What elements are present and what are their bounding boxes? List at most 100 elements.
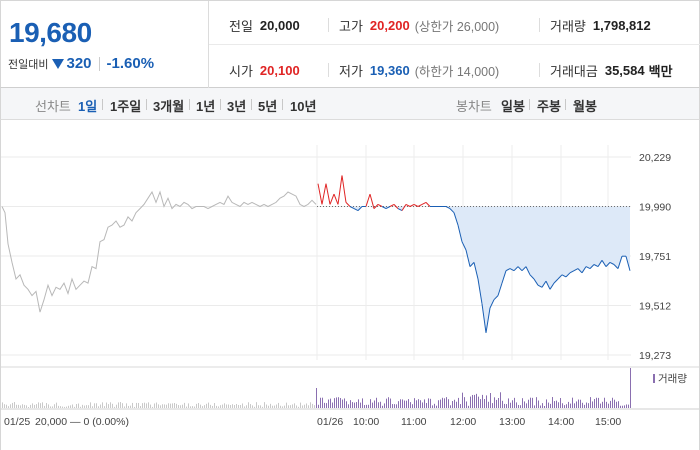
volume-legend-swatch [653, 374, 655, 383]
y-tick-label: 19,751 [639, 251, 671, 263]
today-line-segment [589, 264, 595, 269]
today-line-segment [469, 262, 475, 267]
volume-bar [476, 393, 477, 408]
volume-bar [492, 403, 493, 408]
volume-bar [298, 406, 299, 408]
period-1w[interactable]: 1주일 [110, 99, 142, 114]
today-line-segment [497, 282, 503, 296]
today-line-segment [465, 249, 471, 267]
volume-bar [490, 393, 491, 408]
volume-bar [70, 405, 71, 408]
volume-bar [362, 398, 363, 408]
volume-bar [366, 404, 367, 408]
volume-bar [24, 404, 25, 408]
period-10y[interactable]: 10년 [290, 99, 317, 114]
volume-bar [510, 402, 511, 408]
volume-bar [286, 402, 287, 408]
high-value: 20,200 [369, 18, 410, 33]
volume-bar [432, 405, 433, 408]
volume-bar [596, 397, 597, 408]
volume-bar [434, 403, 435, 408]
volume-bar [406, 400, 407, 408]
volume-bar [608, 403, 609, 408]
volume-bar [372, 402, 373, 408]
volume-bar [222, 404, 223, 408]
lower-limit: (하한가 14,000) [414, 65, 500, 79]
volume-bar [262, 406, 263, 408]
volume-bar [86, 405, 87, 408]
volume-bar [324, 402, 325, 408]
volume-bar [54, 404, 55, 408]
volume-bar [316, 388, 317, 408]
volume-bar [450, 405, 451, 408]
volume-bar [110, 402, 111, 408]
volume-bar [214, 403, 215, 408]
divider [220, 99, 221, 110]
y-tick-label: 19,273 [639, 350, 671, 362]
x-tick-label: 14:00 [548, 416, 574, 428]
volume-bar [4, 404, 5, 408]
chart-canvas[interactable]: 20,229 19,990 19,751 19,512 19,273 01/26 10:0… [1, 120, 699, 450]
volume-bar [152, 406, 153, 408]
volume-bar [398, 401, 399, 408]
volume-bar [468, 405, 469, 408]
volume-bar [118, 402, 119, 408]
y-tick-label: 19,990 [639, 202, 671, 214]
prev-close-cell: 전일 20,000 [229, 16, 300, 35]
today-line-segment [541, 280, 547, 288]
period-3m[interactable]: 3개월 [153, 99, 185, 114]
volume-bar [276, 404, 277, 408]
change-row: 전일대비 320 -1.60% [8, 55, 154, 72]
volume-legend-label: 거래량 [658, 373, 687, 385]
volume-bar [578, 399, 579, 408]
today-line-segment [473, 262, 479, 280]
today-line-segment [569, 270, 575, 274]
volume-bar [550, 403, 551, 408]
divider [102, 99, 103, 110]
volume-bar [612, 397, 613, 408]
candle-weekly[interactable]: 주봉 [537, 99, 561, 114]
volume-bar [296, 405, 297, 408]
volume-bar [48, 404, 49, 408]
volume-bar [544, 405, 545, 408]
header-row-divider [209, 44, 700, 45]
divider [282, 99, 283, 110]
volume-value: 1,798,812 [592, 18, 651, 33]
period-1d[interactable]: 1일 [78, 99, 98, 114]
volume-bar [238, 404, 239, 408]
candle-daily[interactable]: 일봉 [501, 99, 525, 114]
price-chart[interactable]: 20,229 19,990 19,751 19,512 19,273 01/26 10:0… [0, 120, 700, 450]
current-price: 19,680 [9, 17, 92, 48]
candle-monthly[interactable]: 월봉 [573, 99, 597, 114]
today-line-segment [353, 208, 359, 212]
volume-bar [216, 405, 217, 408]
volume-bar [326, 403, 327, 408]
volume-bar [358, 399, 359, 408]
volume-bar [466, 401, 467, 408]
period-5y[interactable]: 5년 [258, 99, 278, 114]
today-line-segment [481, 303, 487, 333]
volume-bar [606, 401, 607, 408]
volume-bar [108, 404, 109, 408]
today-line-segment [597, 260, 603, 267]
volume-bar [96, 403, 97, 408]
today-line-segment [333, 193, 339, 205]
volume-bar [148, 402, 149, 408]
today-line-segment [453, 212, 459, 226]
volume-bar [22, 404, 23, 408]
volume-bar [622, 405, 623, 408]
period-3y[interactable]: 3년 [227, 99, 247, 114]
left-summary: 01/25 20,000 — 0 (0.00%) [4, 416, 129, 428]
volume-bar [248, 402, 249, 408]
volume-bar [522, 398, 523, 408]
today-line-segment [369, 193, 375, 209]
volume-bar [78, 403, 79, 408]
volume-bar [414, 398, 415, 408]
volume-bar [628, 404, 629, 408]
volume-bar [442, 397, 443, 408]
period-1y[interactable]: 1년 [196, 99, 216, 114]
today-line-segment [485, 307, 491, 333]
volume-bar [574, 403, 575, 408]
volume-bar [292, 404, 293, 408]
volume-bar [460, 404, 461, 408]
